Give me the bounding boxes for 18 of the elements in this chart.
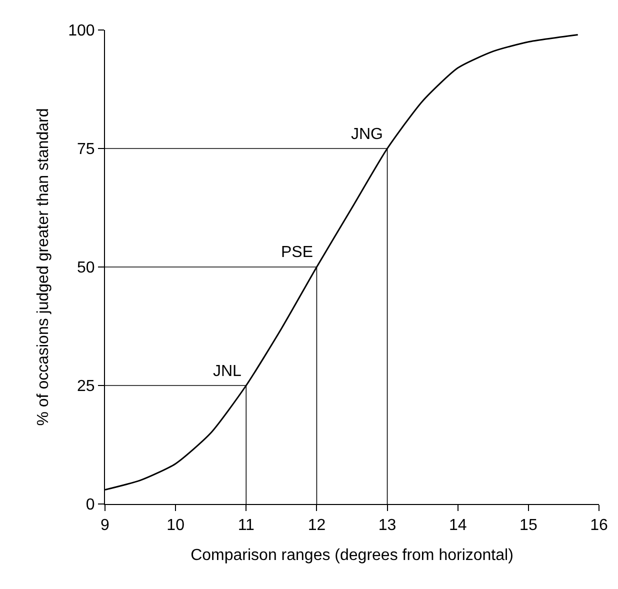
x-tick-label: 11 xyxy=(238,517,255,534)
x-tick-label: 14 xyxy=(448,517,467,534)
x-tick-label: 12 xyxy=(308,517,326,534)
x-tick-label: 9 xyxy=(100,517,110,534)
x-tick-label: 16 xyxy=(590,517,608,534)
y-axis-title: % of occasions judged greater than standard xyxy=(34,108,52,426)
y-tick-label: 100 xyxy=(68,22,95,40)
y-tick-label: 75 xyxy=(77,141,95,158)
y-tick-label: 0 xyxy=(86,496,95,514)
x-tick-label: 10 xyxy=(166,517,185,534)
x-tick-label: 13 xyxy=(378,517,396,534)
annotation: JNG xyxy=(351,126,383,143)
annotation: JNL xyxy=(213,363,242,380)
annotation: PSE xyxy=(281,244,314,261)
x-axis-title: Comparison ranges (degrees from horizontal) xyxy=(190,546,514,564)
y-tick-label: 50 xyxy=(77,260,95,277)
y-tick-label: 25 xyxy=(77,378,95,396)
x-tick-label: 15 xyxy=(520,517,538,534)
